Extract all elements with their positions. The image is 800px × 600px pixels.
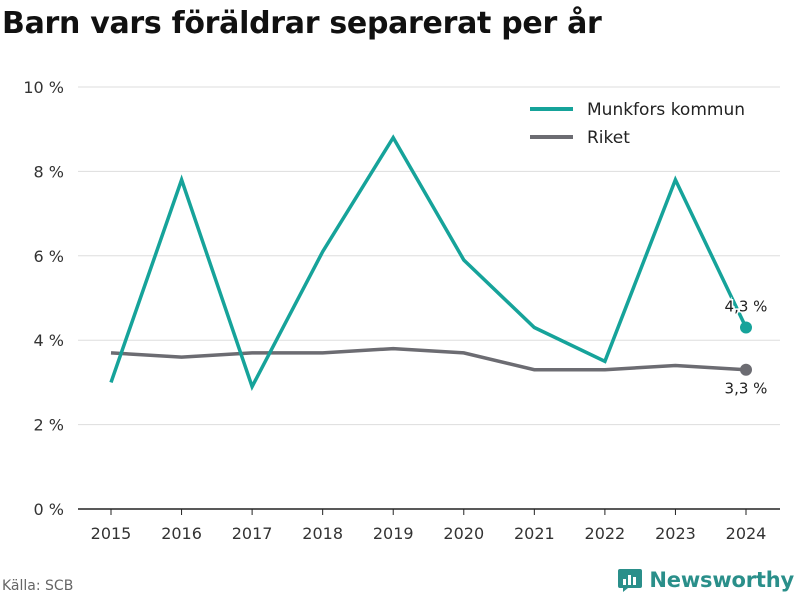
x-tick-label: 2016 [161,524,202,543]
legend: Munkfors kommun Riket [530,100,745,148]
x-tick-label: 2022 [585,524,626,543]
y-tick-label: 2 % [34,416,64,435]
source-note: Källa: SCB [2,578,74,594]
y-tick-label: 10 % [23,78,64,97]
newsworthy-logo-icon [618,569,643,592]
series-end-label: 3,3 % [725,380,768,398]
series-end-point [740,321,752,334]
series-line-riket [110,346,747,372]
y-tick-label: 0 % [34,500,64,519]
x-tick-label: 2019 [373,524,414,543]
y-tick-label: 8 % [34,162,64,181]
legend-label: Riket [587,128,630,148]
series-end-label: 4,3 % [725,298,768,316]
series-end-point [740,363,752,376]
grid-lines [78,86,780,510]
page-title: Barn vars föräldrar separerat per år [2,6,602,41]
brand-name: Newsworthy [649,568,794,592]
x-tick-label: 2015 [91,524,132,543]
legend-label: Munkfors kommun [587,100,745,120]
x-axis-ticks: 2015 2016 2017 2018 2019 2020 2021 2022 2023 2024 [91,509,767,543]
series-line-munkfors [109,134,748,392]
x-tick-label: 2017 [232,524,273,543]
x-tick-label: 2020 [443,524,484,543]
series-lines: 3,3 % 4,3 % [109,134,769,399]
y-axis-ticks: 0 % 2 % 4 % 6 % 8 % 10 % [23,78,64,519]
x-tick-label: 2024 [726,524,767,543]
brand-logo: Newsworthy [617,567,794,593]
x-tick-label: 2021 [514,524,555,543]
y-tick-label: 4 % [34,331,64,350]
x-tick-label: 2018 [302,524,343,543]
x-tick-label: 2023 [655,524,696,543]
y-tick-label: 6 % [34,247,64,266]
